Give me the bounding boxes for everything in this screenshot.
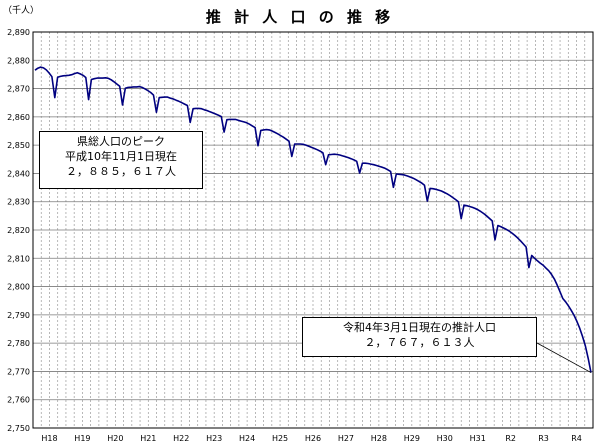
- current-annotation-box: 令和4年3月1日現在の推計人口 ２，７６７，６１３人: [302, 317, 537, 357]
- x-tick-label: H29: [404, 434, 420, 443]
- y-axis-unit-label: （千人）: [3, 5, 39, 16]
- peak-annotation-box: 県総人口のピーク 平成10年11月1日現在 ２，８８５，６１７人: [39, 131, 203, 189]
- x-tick-label: H25: [272, 434, 288, 443]
- y-tick-label: 2,830: [7, 198, 30, 207]
- x-tick-label: R2: [505, 434, 516, 443]
- current-annotation-leader-line: [536, 342, 592, 373]
- x-tick-label: H18: [41, 434, 57, 443]
- y-tick-label: 2,760: [7, 396, 30, 405]
- y-tick-label: 2,790: [7, 311, 30, 320]
- annotation-leader-lines: [536, 342, 592, 373]
- y-tick-label: 2,860: [7, 113, 30, 122]
- current-annotation-line-2: ２，７６７，６１３人: [364, 336, 475, 349]
- x-tick-label: H26: [305, 434, 321, 443]
- series: [34, 66, 592, 373]
- population-series-line: [34, 66, 592, 373]
- grid: [33, 31, 593, 429]
- y-tick-label: 2,810: [7, 254, 30, 263]
- x-tick-label: H31: [470, 434, 486, 443]
- x-tick-label: R4: [571, 434, 582, 443]
- y-tick-label: 2,890: [7, 28, 30, 37]
- axes: [32, 31, 594, 429]
- y-tick-label: 2,850: [7, 141, 30, 150]
- x-tick-label: H24: [239, 434, 255, 443]
- y-tick-label: 2,880: [7, 56, 30, 65]
- x-tick-label: H21: [140, 434, 156, 443]
- current-annotation-line-1: 令和4年3月1日現在の推計人口: [343, 321, 496, 334]
- peak-annotation-line-3: ２，８８５，６１７人: [66, 165, 176, 178]
- y-tick-label: 2,870: [7, 85, 30, 94]
- x-tick-label: H19: [74, 434, 90, 443]
- peak-annotation-line-2: 平成10年11月1日現在: [65, 150, 177, 163]
- peak-annotation-line-1: 県総人口のピーク: [77, 135, 165, 148]
- x-tick-labels: H18 H19 H20 H21 H22 H23 H24 H25 H26 H27 H28 H29 H30 H…: [41, 434, 581, 443]
- plot-frame: [32, 31, 594, 429]
- y-tick-label: 2,750: [7, 424, 30, 433]
- y-tick-label: 2,800: [7, 283, 30, 292]
- x-tick-label: H27: [338, 434, 354, 443]
- x-tick-label: H28: [371, 434, 387, 443]
- x-tick-label: H20: [107, 434, 123, 443]
- x-tick-label: H30: [437, 434, 453, 443]
- y-tick-label: 2,820: [7, 226, 30, 235]
- y-tick-label: 2,780: [7, 339, 30, 348]
- y-tick-label: 2,840: [7, 169, 30, 178]
- x-tick-label: R3: [538, 434, 549, 443]
- y-tick-labels: 2,890 2,880 2,870 2,860 2,850 2,840 2,830 2,820…: [7, 28, 30, 433]
- x-tick-label: H22: [173, 434, 189, 443]
- chart-title: 推 計 人 口 の 推 移: [206, 8, 394, 26]
- x-tick-label: H23: [206, 434, 222, 443]
- y-tick-label: 2,770: [7, 367, 30, 376]
